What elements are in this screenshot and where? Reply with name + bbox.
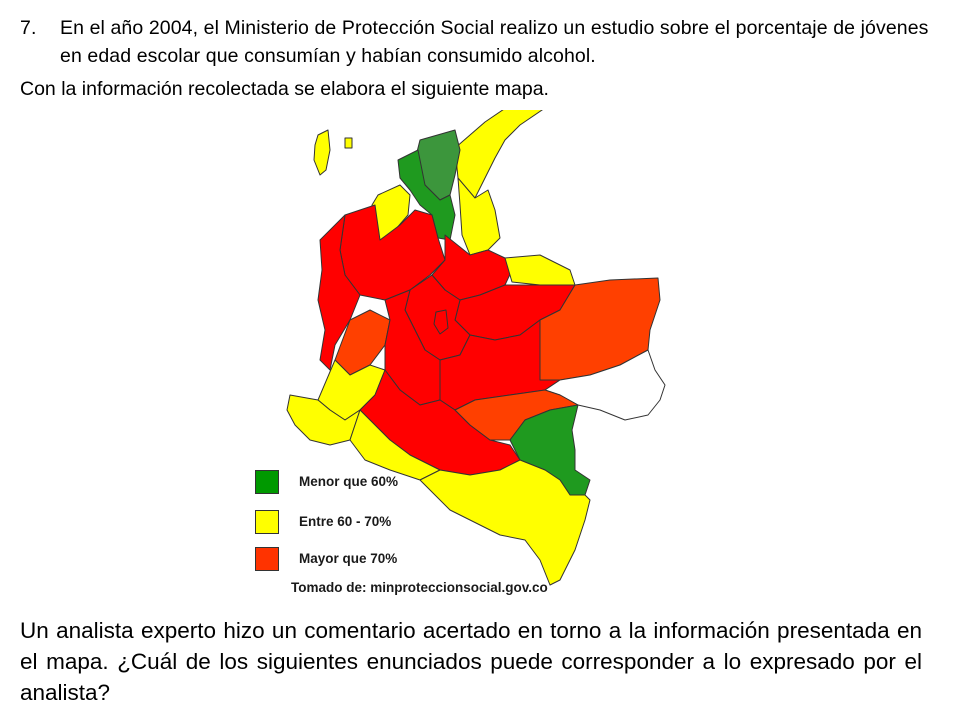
region-amazonas — [419, 459, 591, 586]
question-text: En el año 2004, el Ministerio de Protecc… — [60, 17, 929, 67]
region-cesar — [457, 177, 501, 256]
region-san-andres — [313, 129, 331, 176]
legend-swatch-yellow — [255, 510, 279, 534]
legend-label-high: Mayor que 70% — [299, 551, 398, 566]
region-providencia — [344, 137, 353, 149]
legend-swatch-green — [255, 470, 279, 494]
region-bogota — [433, 309, 449, 335]
question-number: 7. — [20, 17, 37, 39]
question-statement: 7. En el año 2004, el Ministerio de Prot… — [20, 14, 955, 70]
region-arauca — [504, 254, 576, 286]
region-putumayo — [349, 409, 441, 481]
analyst-question: Un analista experto hizo un comentario a… — [20, 618, 922, 705]
colombia-map — [286, 110, 666, 586]
legend-swatch-red — [255, 547, 279, 571]
legend-label-mid: Entre 60 - 70% — [299, 514, 392, 529]
map-source: Tomado de: minproteccionsocial.gov.co — [291, 580, 548, 595]
region-choco — [317, 214, 361, 371]
legend-label-low: Menor que 60% — [299, 474, 399, 489]
region-guajira — [454, 110, 543, 201]
intro-text: Con la información recolectada se elabor… — [20, 78, 549, 100]
